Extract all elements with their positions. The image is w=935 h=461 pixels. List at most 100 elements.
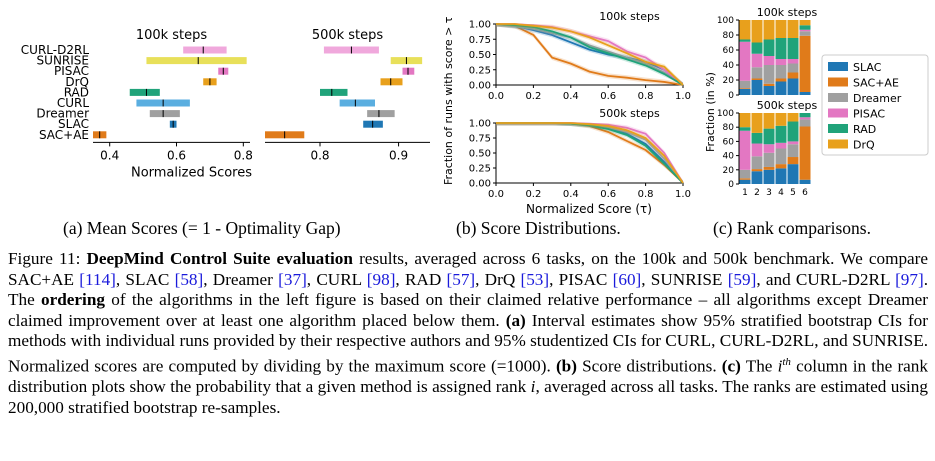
legend-box <box>821 54 929 156</box>
citation-link[interactable]: [58] <box>174 269 204 289</box>
stack-segment <box>739 39 751 42</box>
caption-text: Score distributions. <box>576 356 722 376</box>
panel-c-label: (c) Rank comparisons. <box>713 218 871 238</box>
legend-swatch <box>828 139 848 149</box>
method-label: SUNRISE <box>37 54 89 68</box>
stack-segment <box>799 20 811 26</box>
interval-plot-500k: 500k steps 0.8 0.9 <box>265 28 430 162</box>
legend-label: SLAC <box>853 61 882 74</box>
x-tick-label: 0.4 <box>563 189 579 200</box>
caption-text: , and CURL-D2RL <box>756 269 896 289</box>
method-label: CURL-D2RL <box>21 43 90 57</box>
rank-legend: SLAC SAC+AE Dreamer PISAC RAD DrQ <box>821 54 929 156</box>
stack-segment <box>739 80 751 89</box>
method-label: PISAC <box>54 64 89 78</box>
legend-label: SAC+AE <box>853 77 899 90</box>
caption-text: results, averaged across 6 tasks, on the… <box>8 249 929 289</box>
x-tick-label: 0.6 <box>600 189 616 200</box>
y-tick-label: 0.25 <box>469 164 491 175</box>
caption-text: , SUNRISE <box>641 269 728 289</box>
score-dist-100k: 100k steps 0.00 0.25 0.50 0.75 1.00 0.0 0.2 0.4 0… <box>442 10 691 185</box>
legend-swatch <box>828 77 848 87</box>
stack-segment <box>739 88 751 89</box>
stack-segment <box>751 143 763 157</box>
stack-segment <box>775 38 787 59</box>
stack-segment <box>763 169 775 184</box>
y-tick-label: 40 <box>723 152 735 162</box>
stack-segment <box>787 113 799 122</box>
citation-link[interactable]: [37] <box>278 269 307 289</box>
y-tick-label: 0.50 <box>469 50 491 61</box>
ci-band <box>496 24 683 85</box>
stack-segment <box>739 130 751 170</box>
x-tick-label: 0.8 <box>638 189 654 200</box>
x-tick-label: 0.9 <box>389 148 408 162</box>
stack-segment <box>787 38 799 59</box>
caption-text: , averaged across all tasks. The ranks a… <box>8 377 928 417</box>
x-tick-label: 0.4 <box>100 148 119 162</box>
x-tick-label: 0.4 <box>563 91 579 102</box>
x-axis-label: Normalized Score (τ) <box>526 202 652 216</box>
rank-tick-label: 4 <box>778 188 784 198</box>
stack-segment <box>799 35 811 92</box>
stack-segment <box>763 39 775 56</box>
citation-link[interactable]: [59] <box>727 269 757 289</box>
caption-math: i <box>777 356 783 376</box>
legend-label: Dreamer <box>853 92 902 105</box>
stack-segment <box>763 128 775 145</box>
stack-segment <box>787 63 799 73</box>
stack-segment <box>799 126 811 180</box>
y-axis-label: Fraction (in %) <box>704 72 717 152</box>
y-tick-label: 0.00 <box>469 81 491 92</box>
stack-segment <box>751 20 763 43</box>
stack-segment <box>751 80 763 95</box>
y-tick-label: 100 <box>717 16 734 26</box>
method-label: DrQ <box>65 75 89 89</box>
x-tick-label: 0.6 <box>167 148 186 162</box>
citation-link[interactable]: [97] <box>895 269 924 289</box>
stack-segment <box>799 92 811 95</box>
caption-text: , CURL <box>306 269 367 289</box>
caption-text: column in the rank distribution plots sh… <box>8 356 928 397</box>
citation-link[interactable]: [60] <box>612 269 642 289</box>
x-tick-label: 1.0 <box>675 189 691 200</box>
stack-segment <box>775 113 787 126</box>
score-dist-500k: 500k steps 0.00 0.25 0.50 0.75 1.00 0.0 0.2 0.4 0… <box>469 107 691 216</box>
x-tick-label: 0.0 <box>488 91 504 102</box>
interval-bar <box>129 88 160 96</box>
stack-segment <box>787 121 799 142</box>
citation-link[interactable]: [98] <box>366 269 396 289</box>
stack-segment <box>739 169 751 179</box>
stack-segment <box>751 53 763 68</box>
interval-bar <box>183 46 227 54</box>
y-tick-label: 0.00 <box>469 179 491 190</box>
series-line <box>495 23 684 86</box>
series-line <box>496 23 684 86</box>
panel-b-label: (b) Score Distributions. <box>456 218 621 238</box>
y-tick-label: 60 <box>723 137 735 147</box>
plot-title: 100k steps <box>136 28 208 43</box>
stack-segment <box>799 179 811 184</box>
citation-link[interactable]: [57] <box>446 269 476 289</box>
citation-link[interactable]: [53] <box>520 269 550 289</box>
caption-text: The <box>740 356 778 376</box>
plot-title: 500k steps <box>757 99 818 112</box>
stack-segment <box>775 142 787 149</box>
stack-segment <box>763 113 775 129</box>
series-line <box>496 122 684 184</box>
citation-link[interactable]: [114] <box>79 269 116 289</box>
ci-band <box>496 24 683 85</box>
x-tick-label: 0.8 <box>310 148 329 162</box>
interval-bar <box>367 110 395 118</box>
stack-segment <box>775 59 787 65</box>
ci-band <box>496 24 683 85</box>
stack-segment <box>739 20 751 40</box>
caption-text: , Dreamer <box>203 269 279 289</box>
stack-segment <box>763 86 775 95</box>
method-label: Dreamer <box>36 107 89 121</box>
x-axis-label: Normalized Scores <box>131 165 252 180</box>
y-tick-label: 100 <box>717 109 734 119</box>
caption-text: , PISAC <box>549 269 613 289</box>
